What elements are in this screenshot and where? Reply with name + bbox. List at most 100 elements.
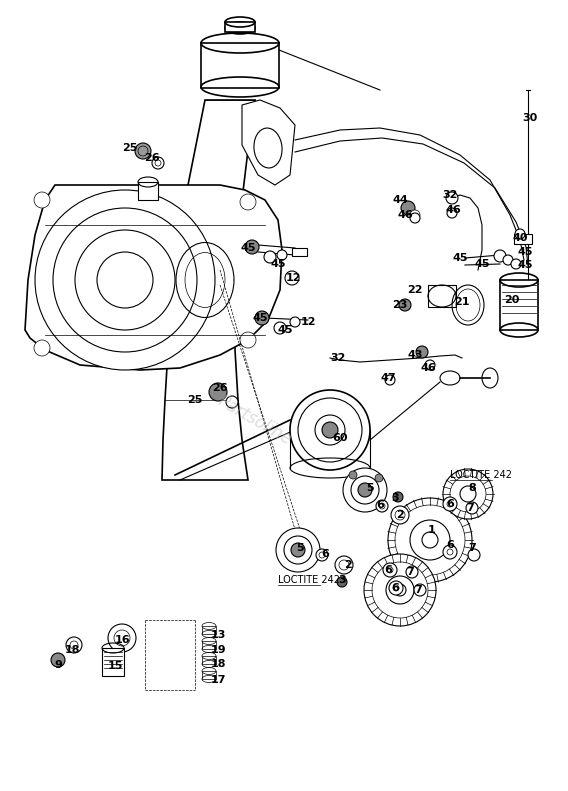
- Circle shape: [393, 492, 403, 502]
- Circle shape: [376, 500, 388, 512]
- Bar: [428, 285, 456, 307]
- Circle shape: [410, 213, 420, 223]
- Text: 7: 7: [468, 543, 476, 553]
- Text: 7: 7: [414, 585, 422, 595]
- Circle shape: [319, 552, 325, 558]
- Polygon shape: [242, 100, 295, 185]
- Text: 45: 45: [517, 260, 533, 270]
- Text: 18: 18: [64, 645, 80, 655]
- Circle shape: [388, 498, 472, 582]
- Text: 45: 45: [277, 325, 293, 335]
- Circle shape: [399, 299, 411, 311]
- Text: 17: 17: [210, 675, 225, 685]
- Text: 46: 46: [397, 210, 413, 220]
- Circle shape: [343, 468, 387, 512]
- Circle shape: [395, 505, 465, 575]
- Circle shape: [375, 474, 383, 482]
- Circle shape: [383, 563, 397, 577]
- Text: 1: 1: [428, 525, 436, 535]
- Circle shape: [466, 502, 478, 514]
- Text: 12: 12: [300, 317, 316, 327]
- Circle shape: [284, 536, 312, 564]
- Text: 26: 26: [212, 383, 228, 393]
- Text: 25: 25: [187, 395, 203, 405]
- Text: 45: 45: [252, 313, 268, 323]
- Text: 22: 22: [407, 285, 423, 295]
- Bar: [202, 656, 216, 664]
- Circle shape: [416, 346, 428, 358]
- Text: Partsolïne: Partsolïne: [215, 392, 295, 448]
- Circle shape: [322, 422, 338, 438]
- Text: 46: 46: [420, 363, 436, 373]
- Text: 26: 26: [144, 153, 160, 163]
- Circle shape: [108, 624, 136, 652]
- Text: 9: 9: [54, 660, 62, 670]
- Text: 47: 47: [380, 373, 396, 383]
- Circle shape: [337, 577, 347, 587]
- Text: 13: 13: [210, 630, 225, 640]
- Text: 6: 6: [391, 583, 399, 593]
- Circle shape: [264, 251, 276, 263]
- Circle shape: [395, 510, 405, 520]
- Text: 6: 6: [321, 549, 329, 559]
- Circle shape: [226, 396, 238, 408]
- Text: 44: 44: [392, 195, 408, 205]
- Circle shape: [422, 532, 438, 548]
- Text: 5: 5: [366, 483, 374, 493]
- Circle shape: [387, 567, 393, 573]
- Circle shape: [394, 584, 406, 596]
- Text: 5: 5: [296, 543, 304, 553]
- Text: LOCTITE 242: LOCTITE 242: [278, 575, 340, 585]
- Text: 43: 43: [407, 350, 423, 360]
- Bar: [225, 22, 255, 32]
- Circle shape: [276, 528, 320, 572]
- Text: 2: 2: [396, 510, 404, 520]
- Circle shape: [138, 146, 148, 156]
- Circle shape: [410, 520, 450, 560]
- Text: LOCTITE 242: LOCTITE 242: [450, 470, 512, 480]
- Text: 6: 6: [446, 499, 454, 509]
- Text: 18: 18: [210, 659, 225, 669]
- Text: 16: 16: [114, 635, 130, 645]
- Circle shape: [277, 250, 287, 260]
- Text: 45: 45: [452, 253, 468, 263]
- Circle shape: [274, 322, 286, 334]
- Circle shape: [349, 471, 357, 479]
- Circle shape: [494, 250, 506, 262]
- Text: 45: 45: [240, 243, 256, 253]
- Text: 8: 8: [468, 483, 476, 493]
- Circle shape: [75, 230, 175, 330]
- Text: 3: 3: [391, 493, 399, 503]
- Circle shape: [385, 375, 395, 385]
- Polygon shape: [162, 100, 255, 480]
- Circle shape: [53, 208, 197, 352]
- Circle shape: [425, 360, 435, 370]
- Circle shape: [393, 585, 399, 591]
- Circle shape: [66, 637, 82, 653]
- Circle shape: [446, 192, 458, 204]
- Circle shape: [414, 584, 426, 596]
- Circle shape: [97, 252, 153, 308]
- Circle shape: [450, 476, 486, 512]
- Circle shape: [358, 483, 372, 497]
- Circle shape: [443, 469, 493, 519]
- Text: 23: 23: [392, 300, 408, 310]
- Text: 45: 45: [517, 247, 533, 257]
- Circle shape: [135, 143, 151, 159]
- Bar: [292, 248, 307, 256]
- Text: 60: 60: [332, 433, 348, 443]
- Text: 15: 15: [107, 661, 123, 671]
- Circle shape: [35, 190, 215, 370]
- Circle shape: [316, 549, 328, 561]
- Text: 6: 6: [446, 540, 454, 550]
- Circle shape: [401, 201, 415, 215]
- Circle shape: [447, 208, 457, 218]
- Circle shape: [460, 486, 476, 502]
- Circle shape: [240, 194, 256, 210]
- Circle shape: [155, 160, 161, 166]
- Text: 2: 2: [344, 560, 352, 570]
- Text: 12: 12: [285, 273, 300, 283]
- Circle shape: [410, 210, 420, 220]
- Circle shape: [511, 259, 521, 269]
- Text: 40: 40: [512, 233, 528, 243]
